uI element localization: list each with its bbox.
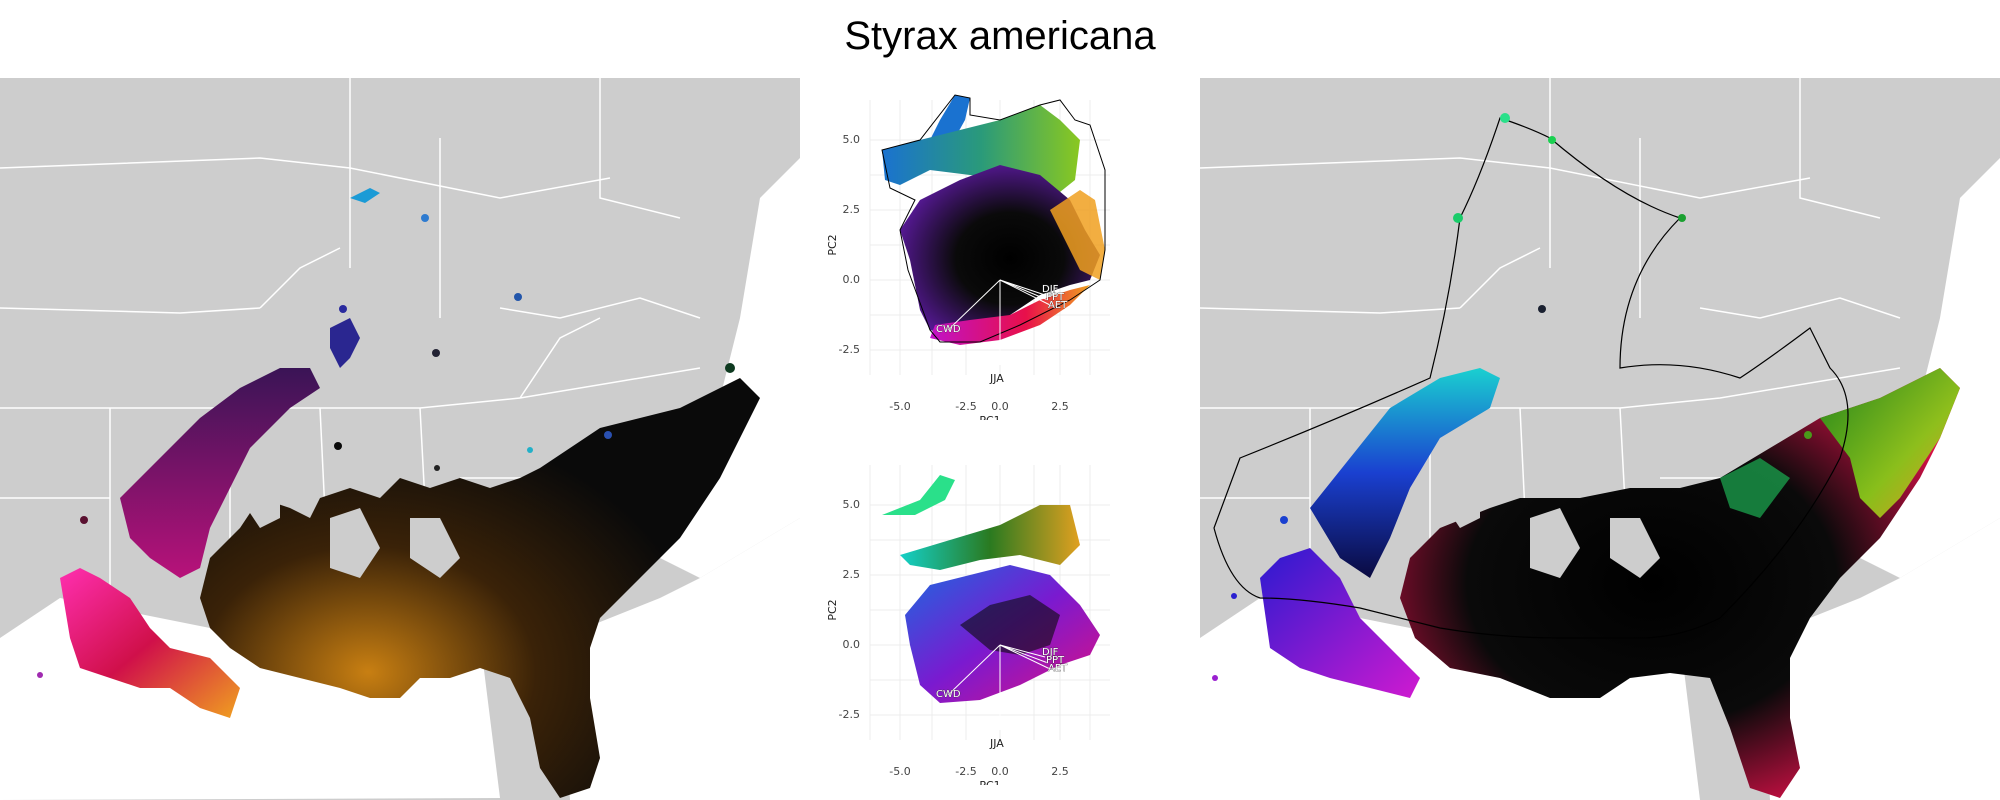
right-range-appalachian — [1720, 458, 1790, 518]
outlier-point-8 — [527, 447, 533, 453]
right-atlantic-south — [1760, 518, 2000, 800]
right-range-gap-2 — [1530, 508, 1580, 578]
right-outlier-5 — [1538, 305, 1546, 313]
arrow-label-aet-bottom: AET — [1048, 663, 1068, 674]
range-gap-1 — [240, 478, 280, 528]
x-tick-neg2-5-bottom: -2.5 — [955, 765, 976, 778]
outlier-indiana — [350, 188, 380, 203]
right-range-west-band — [1310, 368, 1500, 578]
y-tick-5-bottom: 5.0 — [843, 498, 861, 511]
pca-plot-bottom: DJF PPT AET CWD JJA 5.0 2.5 0.0 -2.5 -5.… — [820, 445, 1180, 785]
x-axis-label: PC1 — [979, 414, 1000, 420]
y-axis-label: PC2 — [826, 234, 839, 255]
x-axis-label-bottom: PC1 — [979, 779, 1000, 785]
right-outlier-2 — [1500, 113, 1510, 123]
right-outlier-8 — [1212, 675, 1218, 681]
right-outlier-1 — [1453, 213, 1463, 223]
right-range-southwest — [1260, 548, 1420, 698]
y-tick-2-5: 2.5 — [843, 203, 861, 216]
y-tick-0-bottom: 0.0 — [843, 638, 861, 651]
right-convex-hull — [1213, 117, 1849, 639]
right-outlier-6 — [1804, 431, 1812, 439]
pca-bottom-arrows — [947, 644, 1051, 730]
range-gap-3 — [410, 518, 460, 578]
right-outlier-7 — [1231, 593, 1237, 599]
arrow-label-aet: AET — [1048, 300, 1068, 311]
pca-bottom-svg: DJF PPT AET CWD JJA 5.0 2.5 0.0 -2.5 -5.… — [826, 465, 1110, 785]
x-tick-0: 0.0 — [991, 400, 1009, 413]
left-map-svg — [0, 78, 800, 800]
range-northwest-band — [120, 368, 320, 578]
outlier-point-2 — [339, 305, 347, 313]
outlier-point-5 — [334, 442, 342, 450]
right-map — [1200, 78, 2000, 800]
right-map-svg — [1200, 78, 2000, 800]
outlier-point-3 — [514, 293, 522, 301]
pca-plot-top: DJF PPT AET CWD JJA 5.0 2.5 0.0 -2.5 -5.… — [820, 80, 1180, 420]
arrow-label-cwd-bottom: CWD — [936, 689, 961, 700]
arrow-label-jja-bottom: JJA — [989, 737, 1004, 750]
x-tick-neg5-bottom: -5.0 — [889, 765, 910, 778]
range-core — [200, 378, 760, 798]
pca-top-cluster-orange — [1050, 190, 1105, 280]
arrow-label-ppt-bottom: PPT — [1046, 655, 1065, 666]
state-borders — [0, 78, 701, 638]
arrow-label-djf: DJF — [1042, 284, 1059, 295]
right-outlier-4 — [1678, 214, 1686, 222]
left-map — [0, 78, 800, 800]
pca-top-hull — [881, 94, 1106, 343]
right-range-core — [1400, 368, 1960, 798]
right-range-gap-3 — [1610, 518, 1660, 578]
y-tick-neg2-5: -2.5 — [839, 343, 860, 356]
outlier-point-1 — [421, 214, 429, 222]
right-outlier-3 — [1548, 136, 1556, 144]
right-range-east — [1820, 368, 1960, 518]
y-tick-neg2-5-bottom: -2.5 — [839, 708, 860, 721]
range-southwest-lobe — [60, 568, 240, 718]
pca-top-cluster-a — [930, 95, 970, 140]
pca-bottom-cluster-dark — [960, 595, 1060, 655]
pca-bottom-cluster-b — [900, 505, 1080, 570]
pca-top-cluster-warm — [930, 285, 1090, 345]
y-tick-0: 0.0 — [843, 273, 861, 286]
x-tick-2-5-bottom: 2.5 — [1051, 765, 1069, 778]
arrow-label-djf-bottom: DJF — [1042, 647, 1059, 658]
pca-top-arrows — [947, 279, 1051, 365]
y-tick-5: 5.0 — [843, 133, 861, 146]
outlier-point-11 — [725, 363, 735, 373]
outlier-point-9 — [80, 516, 88, 524]
right-outlier-9 — [1280, 516, 1288, 524]
y-axis-label-bottom: PC2 — [826, 599, 839, 620]
arrow-label-jja: JJA — [989, 372, 1004, 385]
right-range-gap-1 — [1440, 478, 1480, 528]
outlier-point-10 — [37, 672, 43, 678]
pca-top-cluster-core — [900, 165, 1100, 335]
outlier-point-7 — [604, 431, 612, 439]
y-tick-2-5-bottom: 2.5 — [843, 568, 861, 581]
outlier-illinois — [330, 318, 360, 368]
pca-bottom-cluster-a — [882, 475, 955, 515]
x-tick-neg5: -5.0 — [889, 400, 910, 413]
x-tick-neg2-5: -2.5 — [955, 400, 976, 413]
atlantic-south — [560, 518, 800, 800]
arrow-label-cwd: CWD — [936, 324, 961, 335]
x-tick-2-5: 2.5 — [1051, 400, 1069, 413]
range-gap-2 — [330, 508, 380, 578]
outlier-point-6 — [434, 465, 440, 471]
arrow-label-ppt: PPT — [1046, 292, 1065, 303]
outlier-point-4 — [432, 349, 440, 357]
figure-title: Styrax americana — [844, 14, 1156, 58]
pca-top-svg: DJF PPT AET CWD JJA 5.0 2.5 0.0 -2.5 -5.… — [826, 94, 1110, 420]
x-tick-0-bottom: 0.0 — [991, 765, 1009, 778]
